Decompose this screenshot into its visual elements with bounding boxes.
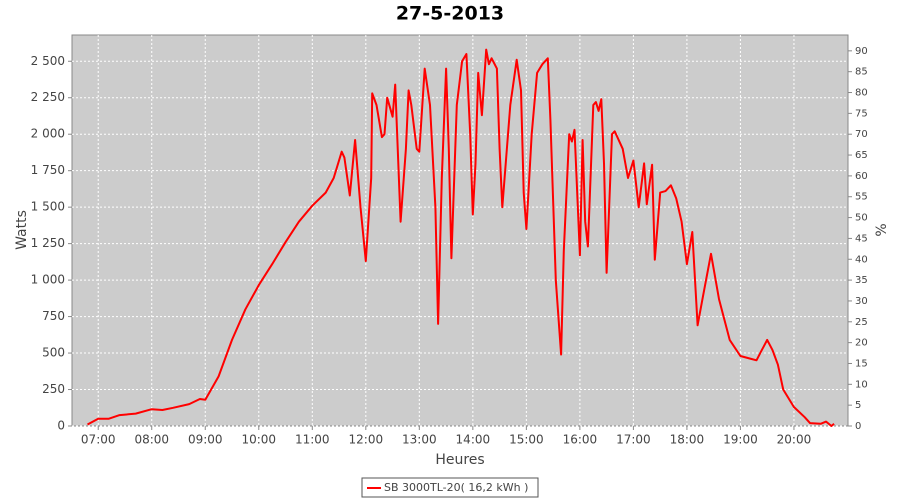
x-tick-label: 20:00: [777, 433, 812, 447]
y2-tick-label: 90: [855, 46, 868, 57]
y2-tick-label: 60: [855, 171, 868, 182]
y2-tick-label: 40: [855, 254, 868, 265]
y-tick-label: 750: [42, 309, 65, 323]
y-tick-label: 1 250: [31, 236, 65, 250]
y2-tick-label: 20: [855, 338, 868, 349]
legend-label: SB 3000TL-20( 16,2 kWh ): [384, 481, 528, 494]
y2-tick-label: 80: [855, 88, 868, 99]
x-tick-label: 07:00: [81, 433, 116, 447]
y2-tick-label: 55: [855, 192, 868, 203]
x-tick-label: 18:00: [670, 433, 705, 447]
y-tick-label: 500: [42, 346, 65, 360]
y2-tick-label: 0: [855, 421, 861, 432]
y-tick-label: 1 750: [31, 163, 65, 177]
chart-title: 27-5-2013: [396, 3, 504, 25]
x-tick-label: 16:00: [563, 433, 598, 447]
y2-tick-label: 85: [855, 67, 868, 78]
y2-tick-label: 50: [855, 213, 868, 224]
x-tick-label: 10:00: [241, 433, 276, 447]
y-tick-label: 1 000: [31, 273, 65, 287]
x-tick-label: 12:00: [349, 433, 384, 447]
y2-tick-label: 35: [855, 275, 868, 286]
x-tick-label: 17:00: [616, 433, 651, 447]
y2-axis-label: %: [874, 223, 890, 236]
y-tick-label: 250: [42, 382, 65, 396]
y2-tick-label: 70: [855, 129, 868, 140]
y2-tick-label: 10: [855, 379, 868, 390]
y2-tick-label: 15: [855, 358, 868, 369]
x-tick-label: 14:00: [456, 433, 491, 447]
y-tick-label: 2 500: [31, 54, 65, 68]
x-tick-label: 19:00: [723, 433, 758, 447]
x-tick-label: 09:00: [188, 433, 223, 447]
x-tick-label: 13:00: [402, 433, 437, 447]
x-axis-label: Heures: [435, 452, 484, 468]
y-tick-label: 2 000: [31, 127, 65, 141]
line-series: [87, 48, 835, 427]
y2-tick-label: 75: [855, 108, 868, 119]
x-tick-label: 11:00: [295, 433, 330, 447]
y-tick-label: 2 250: [31, 90, 65, 104]
x-tick-label: 15:00: [509, 433, 544, 447]
y2-tick-label: 5: [855, 400, 861, 411]
legend: [361, 477, 539, 498]
x-tick-label: 08:00: [134, 433, 169, 447]
y2-tick-label: 25: [855, 317, 868, 328]
y-tick-label: 0: [57, 419, 65, 433]
y2-tick-label: 30: [855, 296, 868, 307]
y2-tick-label: 45: [855, 233, 868, 244]
y2-tick-label: 65: [855, 150, 868, 161]
plot-area: [71, 34, 849, 427]
y-tick-label: 1 500: [31, 200, 65, 214]
y-axis-label: Watts: [14, 210, 30, 250]
